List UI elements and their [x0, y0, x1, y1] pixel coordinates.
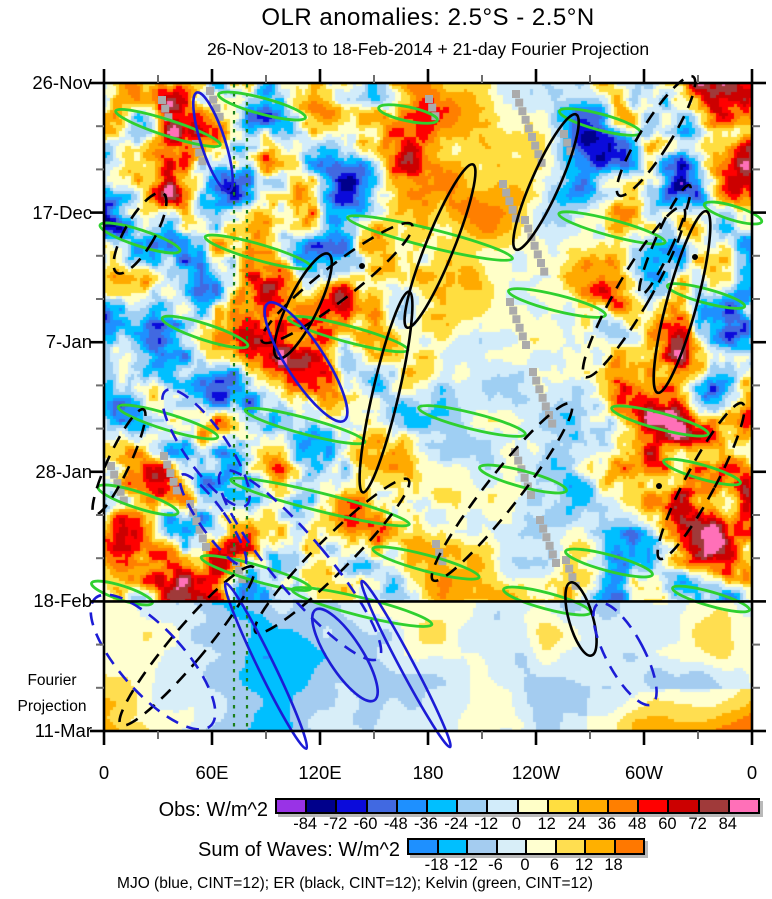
colorbar-tick-value: 0: [511, 815, 522, 833]
colorbar-tick-value: 6: [549, 856, 560, 874]
colorbar-segment: [496, 839, 526, 854]
x-tick-label: 60W: [624, 762, 664, 783]
colorbar-tick-value: -72: [323, 815, 348, 833]
colorbar-segment: [614, 839, 644, 854]
colorbar-tick-value: -24: [444, 815, 469, 833]
colorbar-tick-value: -12: [454, 856, 478, 874]
contour-legend-caption: MJO (blue, CINT=12); ER (black, CINT=12)…: [117, 875, 593, 892]
fourier-projection-label-line1: Fourier: [27, 672, 77, 689]
colorbar-segment: [437, 839, 467, 854]
waves-colorbar-label: Sum of Waves: W/m^2: [197, 839, 400, 861]
x-tick-label: 120W: [511, 762, 561, 783]
y-tick-label: 18-Feb: [33, 590, 92, 612]
x-tick-label: 0: [746, 762, 758, 783]
y-tick-label: 11-Mar: [34, 720, 92, 741]
colorbar-tick-value: 36: [597, 815, 617, 833]
colorbar-tick-value: 0: [520, 856, 530, 874]
colorbar-segment: [547, 799, 578, 813]
x-tick-label: 0: [98, 762, 110, 783]
colorbar-segment: [467, 839, 497, 854]
colorbar-segment: [517, 799, 548, 813]
hovmoller-field-canvas: [104, 83, 752, 731]
colorbar-segment: [577, 799, 609, 813]
x-tick-label: 120E: [298, 762, 342, 783]
colorbar-segment: [408, 839, 438, 854]
colorbar-segment: [336, 799, 367, 813]
colorbar-segment: [668, 799, 699, 813]
y-tick-label: 7-Jan: [45, 331, 92, 353]
colorbar-segment: [728, 799, 759, 813]
colorbar-segment: [698, 799, 729, 813]
page-subtitle: 26-Nov-2013 to 18-Feb-2014 + 21-day Four…: [206, 39, 650, 59]
colorbar-segment: [396, 799, 427, 813]
colorbar-segment: [526, 839, 556, 854]
colorbar-tick-value: -36: [414, 815, 438, 833]
x-tick-label: 60E: [195, 762, 229, 783]
colorbar-tick-value: -6: [488, 856, 503, 874]
y-tick-label: 17-Dec: [32, 201, 92, 223]
colorbar-tick-value: -60: [353, 815, 378, 833]
colorbar-tick-value: 72: [688, 815, 707, 833]
colorbar-tick-value: 48: [628, 815, 647, 833]
y-tick-label: 28-Jan: [35, 460, 92, 482]
colorbar-segment: [555, 839, 585, 854]
obs-colorbar-label: Obs: W/m^2: [158, 799, 268, 821]
colorbar-tick-value: 18: [604, 856, 623, 874]
colorbar-tick-value: -18: [424, 856, 449, 874]
colorbar-tick-value: 60: [658, 815, 677, 833]
colorbar-segment: [276, 799, 307, 813]
fourier-projection-label-line2: Projection: [17, 698, 87, 715]
y-tick-label: 26-Nov: [32, 72, 92, 93]
obs-colorbar: [275, 798, 760, 814]
colorbar-segment: [457, 799, 488, 813]
colorbar-tick-value: 84: [718, 815, 737, 833]
colorbar-segment: [426, 799, 458, 813]
x-tick-label: 180: [412, 762, 444, 783]
colorbar-tick-value: 24: [567, 815, 587, 833]
colorbar-tick-value: -12: [474, 815, 499, 833]
waves-colorbar: [407, 838, 645, 855]
colorbar-segment: [366, 799, 397, 813]
colorbar-segment: [608, 799, 639, 813]
colorbar-tick-value: 12: [537, 815, 556, 833]
colorbar-segment: [585, 839, 615, 854]
page-title: OLR anomalies: 2.5°S - 2.5°N: [261, 4, 595, 31]
colorbar-tick-value: -48: [383, 815, 408, 833]
colorbar-tick-value: 12: [574, 856, 594, 874]
colorbar-segment: [638, 799, 669, 813]
colorbar-segment: [306, 799, 337, 813]
colorbar-segment: [487, 799, 518, 813]
colorbar-tick-value: -84: [293, 815, 318, 833]
